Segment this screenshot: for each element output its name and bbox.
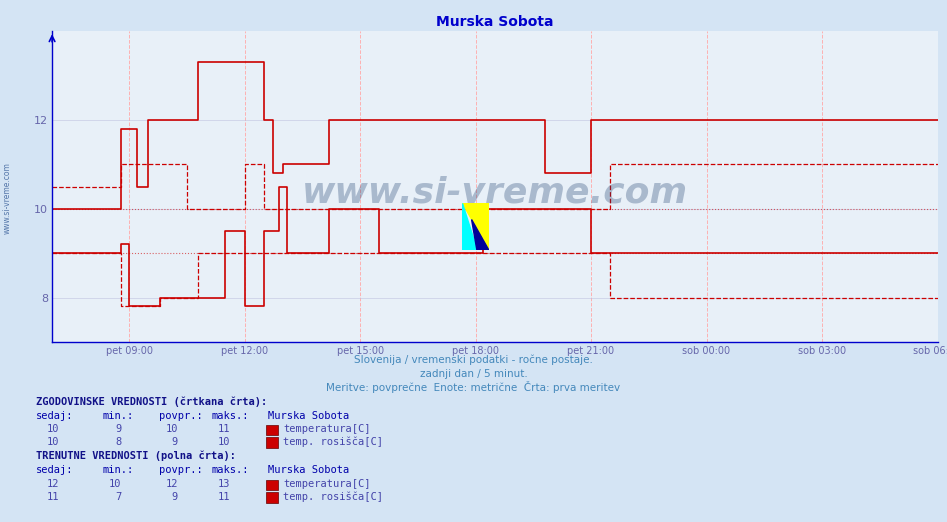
Text: Murska Sobota: Murska Sobota: [268, 466, 349, 476]
Text: 12: 12: [166, 479, 178, 489]
Text: www.si-vreme.com: www.si-vreme.com: [3, 162, 12, 234]
Text: Meritve: povprečne  Enote: metrične  Črta: prva meritev: Meritve: povprečne Enote: metrične Črta:…: [327, 381, 620, 393]
Text: 11: 11: [218, 424, 230, 434]
Text: povpr.:: povpr.:: [159, 411, 203, 421]
Text: 12: 12: [47, 479, 60, 489]
Text: TRENUTNE VREDNOSTI (polna črta):: TRENUTNE VREDNOSTI (polna črta):: [36, 451, 236, 461]
Text: temperatura[C]: temperatura[C]: [283, 479, 370, 489]
Text: temp. rosišča[C]: temp. rosišča[C]: [283, 436, 384, 447]
Text: 11: 11: [47, 492, 60, 502]
Text: temperatura[C]: temperatura[C]: [283, 424, 370, 434]
Title: Murska Sobota: Murska Sobota: [436, 15, 554, 29]
Polygon shape: [472, 220, 489, 250]
Text: 10: 10: [109, 479, 121, 489]
Text: povpr.:: povpr.:: [159, 466, 203, 476]
Text: 10: 10: [47, 437, 60, 447]
Text: 9: 9: [115, 424, 121, 434]
Polygon shape: [462, 203, 489, 250]
Text: 9: 9: [171, 492, 178, 502]
Text: min.:: min.:: [102, 411, 134, 421]
Text: ZGODOVINSKE VREDNOSTI (črtkana črta):: ZGODOVINSKE VREDNOSTI (črtkana črta):: [36, 396, 267, 407]
Text: maks.:: maks.:: [211, 466, 249, 476]
Text: maks.:: maks.:: [211, 411, 249, 421]
Text: 13: 13: [218, 479, 230, 489]
Polygon shape: [462, 203, 477, 250]
Text: sedaj:: sedaj:: [36, 411, 74, 421]
Text: 10: 10: [166, 424, 178, 434]
Text: 8: 8: [115, 437, 121, 447]
Text: 10: 10: [218, 437, 230, 447]
Text: 7: 7: [115, 492, 121, 502]
Text: Murska Sobota: Murska Sobota: [268, 411, 349, 421]
Text: sedaj:: sedaj:: [36, 466, 74, 476]
Text: zadnji dan / 5 minut.: zadnji dan / 5 minut.: [420, 369, 527, 379]
Text: www.si-vreme.com: www.si-vreme.com: [302, 176, 688, 210]
Text: 9: 9: [171, 437, 178, 447]
Text: 11: 11: [218, 492, 230, 502]
Text: temp. rosišča[C]: temp. rosišča[C]: [283, 491, 384, 502]
Text: Slovenija / vremenski podatki - ročne postaje.: Slovenija / vremenski podatki - ročne po…: [354, 354, 593, 365]
Text: min.:: min.:: [102, 466, 134, 476]
Text: 10: 10: [47, 424, 60, 434]
